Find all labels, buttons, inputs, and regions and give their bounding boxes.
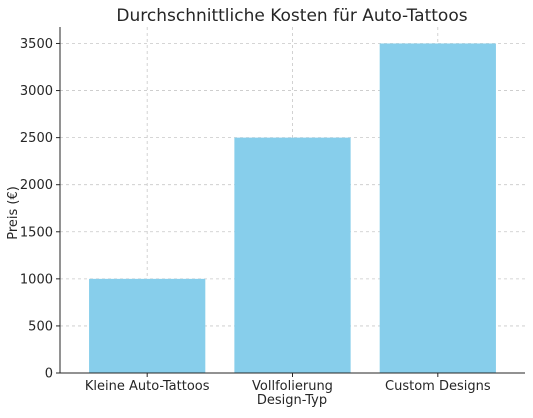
x-tick-label: Vollfolierung — [252, 379, 333, 394]
bar — [234, 137, 351, 373]
y-tick-label: 0 — [45, 367, 53, 382]
y-tick-label: 2000 — [20, 178, 53, 193]
bars — [89, 43, 496, 373]
bar — [89, 278, 206, 373]
y-tick-label: 3500 — [20, 37, 53, 52]
y-tick-label: 1500 — [20, 225, 53, 240]
axes: 0 500 1000 1500 2000 2500 3000 3500 Kleine Auto-… — [20, 27, 525, 394]
bar — [379, 43, 496, 373]
x-tick-label: Custom Designs — [385, 379, 491, 394]
y-tick-label: 500 — [28, 319, 53, 334]
y-axis-label: Preis (€) — [6, 186, 21, 240]
y-tick-label: 2500 — [20, 131, 53, 146]
y-tick-label: 3000 — [20, 84, 53, 99]
y-tick-label: 1000 — [20, 272, 53, 287]
x-tick-label: Kleine Auto-Tattoos — [85, 379, 210, 394]
chart-title: Durchschnittliche Kosten für Auto-Tattoo… — [116, 6, 467, 26]
x-axis-label: Design-Typ — [257, 393, 327, 408]
